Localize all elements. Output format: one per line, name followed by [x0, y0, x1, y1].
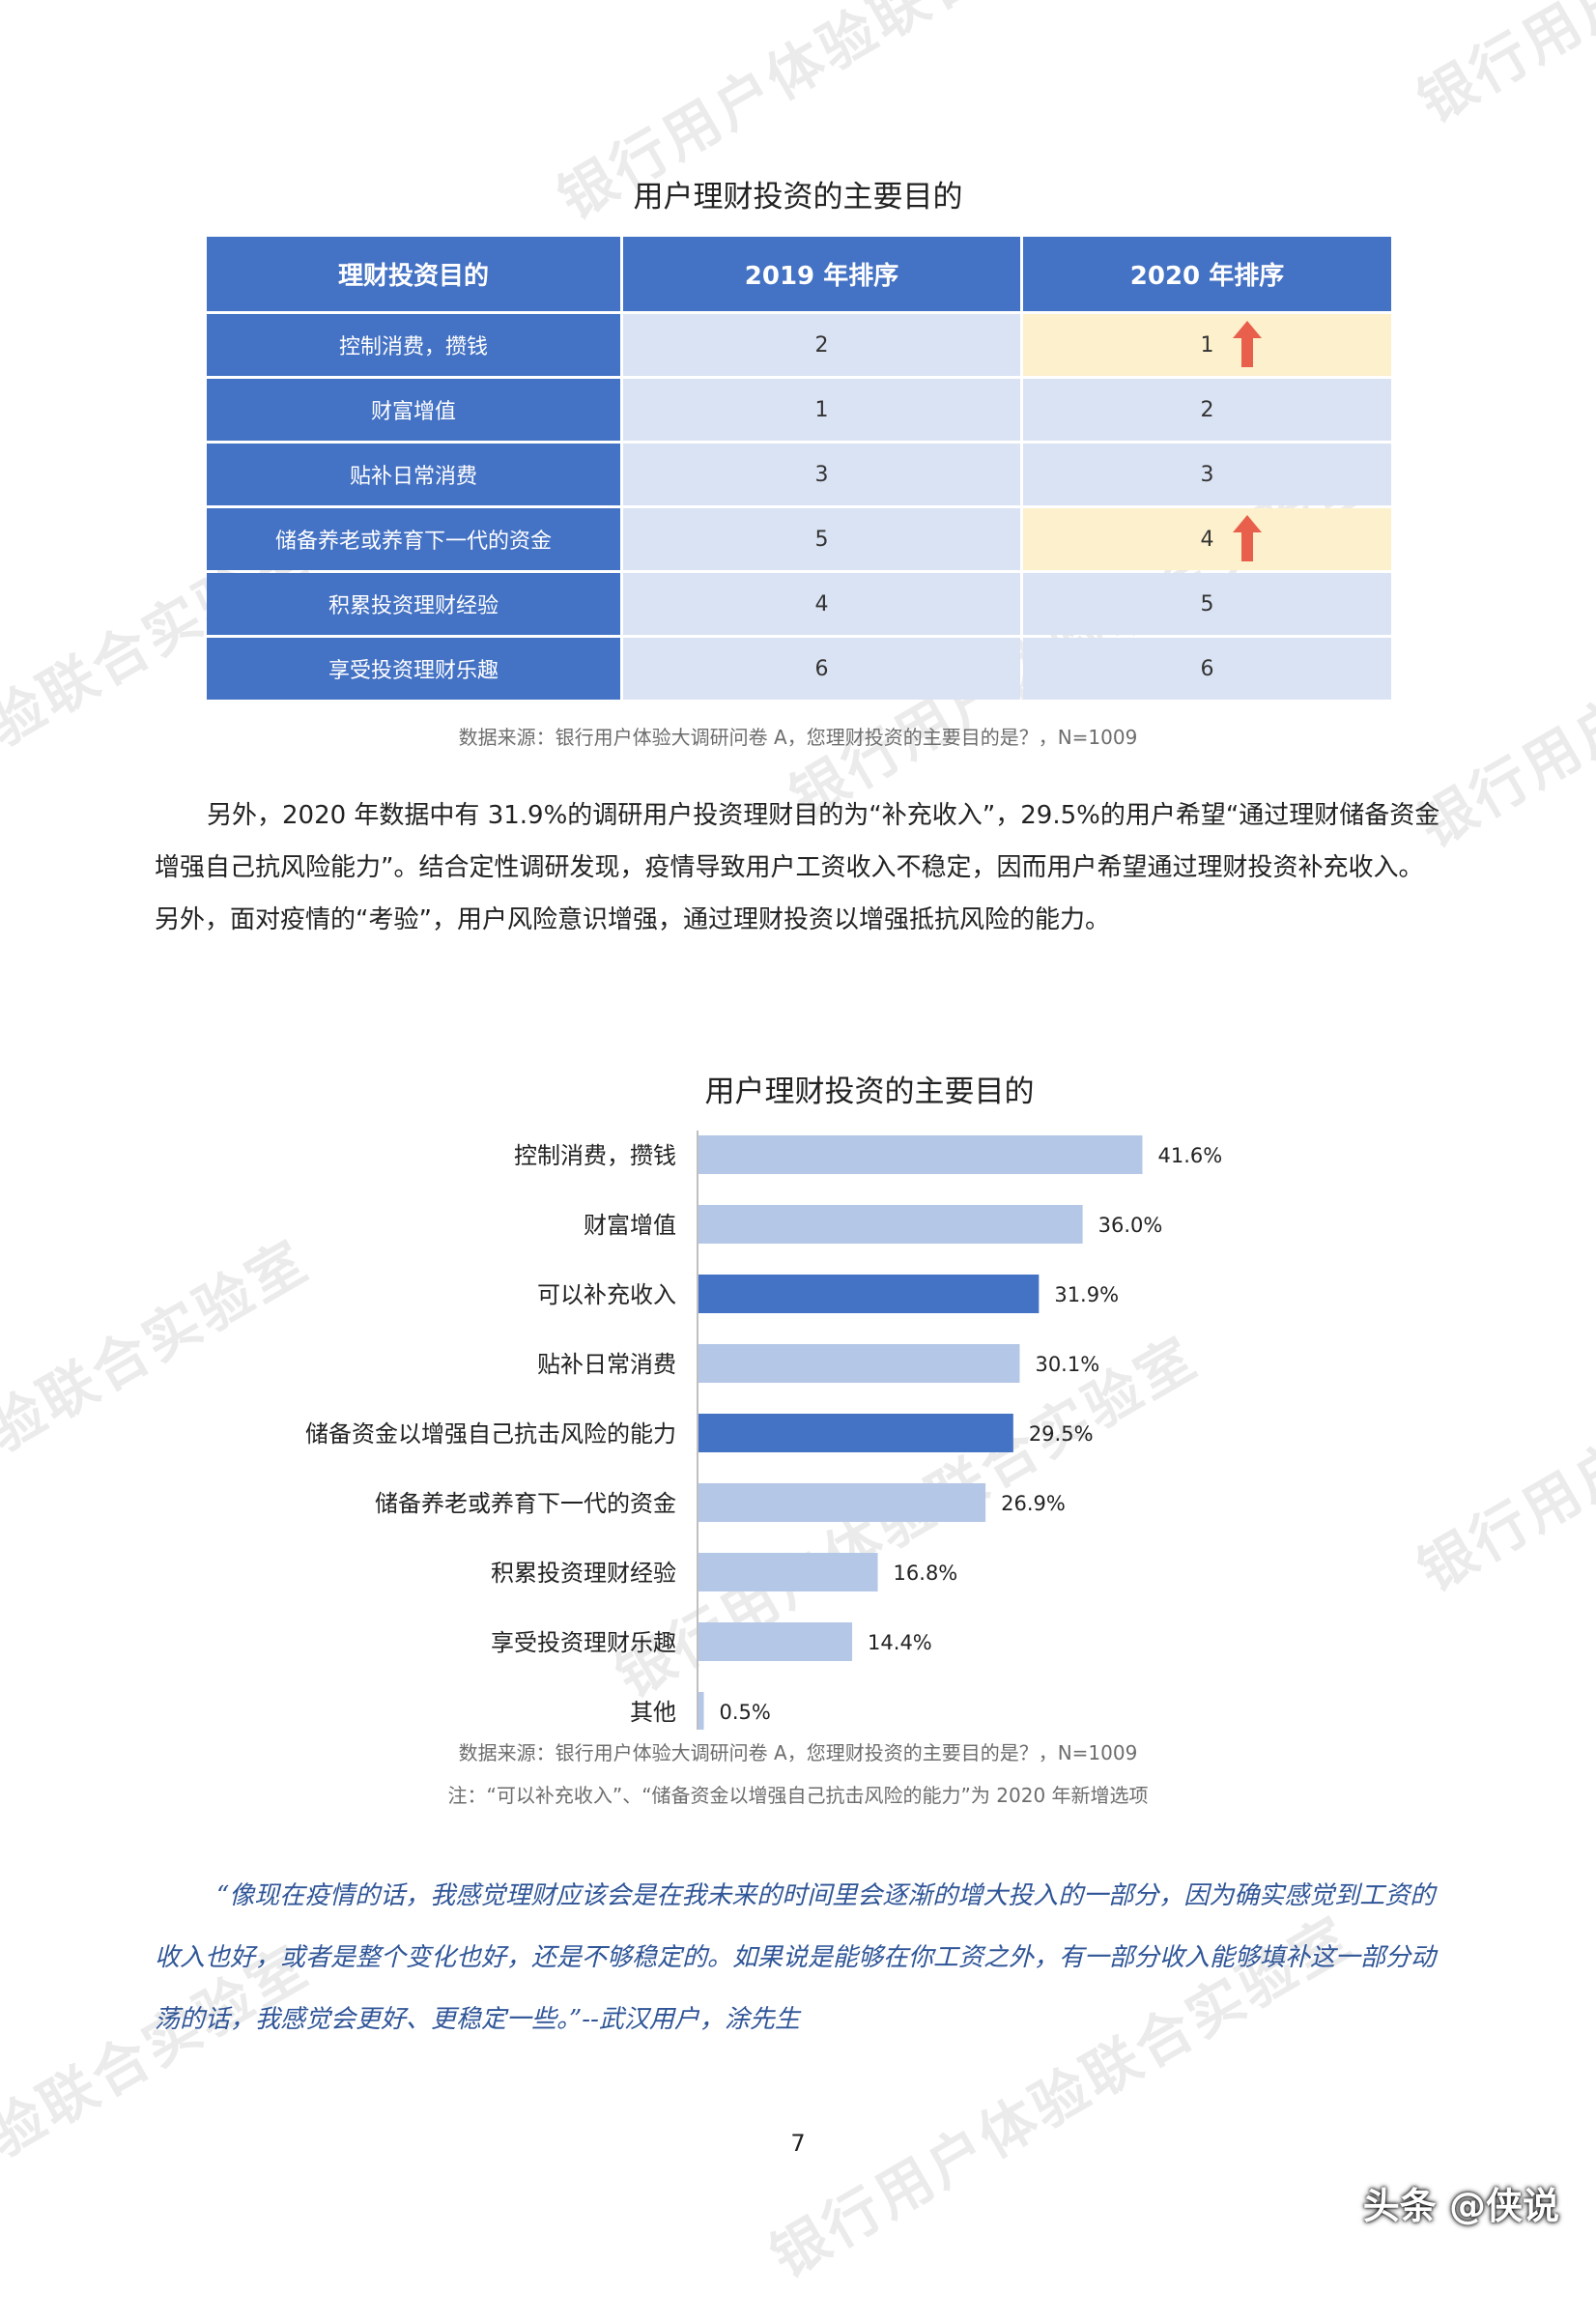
table-row: 积累投资理财经验 4 5 [207, 573, 1391, 635]
rank-2019-cell-text: 4 [814, 591, 829, 616]
purpose-cell: 储备养老或养育下一代的资金 [207, 508, 620, 570]
rank-2020-cell: 6 [1023, 638, 1391, 700]
purpose-cell-text: 享受投资理财乐趣 [328, 659, 499, 683]
value-label: 0.5% [720, 1701, 771, 1724]
rank-2019-cell: 4 [623, 573, 1020, 635]
header-2019: 2019 年排序 [623, 237, 1020, 311]
rank-2019-cell-text: 2 [814, 332, 829, 358]
rank-2020-cell: 4 [1023, 508, 1391, 570]
bar [698, 1414, 1013, 1452]
table-title: 用户理财投资的主要目的 [633, 180, 963, 215]
bar [698, 1553, 878, 1591]
purpose-cell-text: 储备养老或养育下一代的资金 [274, 530, 552, 554]
value-label: 29.5% [1029, 1422, 1094, 1446]
category-label: 储备养老或养育下一代的资金 [375, 1490, 676, 1517]
chart-title: 用户理财投资的主要目的 [705, 1075, 1035, 1109]
category-label: 享受投资理财乐趣 [491, 1629, 676, 1656]
rank-2019-cell-text: 5 [814, 527, 829, 552]
rank-2019-cell-text: 1 [814, 397, 829, 422]
rank-2020-cell: 5 [1023, 573, 1391, 635]
category-label: 财富增值 [584, 1212, 676, 1239]
rank-2020-cell-text: 2 [1200, 397, 1214, 422]
rank-2020-cell-text: 5 [1200, 591, 1214, 616]
purpose-cell-text: 积累投资理财经验 [328, 594, 499, 618]
chart-source: 数据来源：银行用户体验大调研问卷 A，您理财投资的主要目的是？，N=1009 [458, 1741, 1138, 1764]
user-quote: “像现在疫情的话，我感觉理财应该会是在我未来的时间里会逐渐的增大投入的一部分，因… [155, 1881, 1437, 2034]
bar [698, 1483, 986, 1522]
category-label: 其他 [630, 1699, 676, 1726]
table-row: 控制消费，攒钱 2 1 [207, 314, 1391, 376]
table-row: 贴补日常消费 3 3 [207, 444, 1391, 505]
rank-2019-cell-text: 6 [814, 656, 829, 681]
rank-2019-cell: 5 [623, 508, 1020, 570]
rank-2020-cell-text: 4 [1200, 527, 1214, 552]
table-row: 享受投资理财乐趣 6 6 [207, 638, 1391, 700]
value-label: 26.9% [1001, 1492, 1066, 1515]
bar [698, 1205, 1083, 1244]
purpose-cell-text: 贴补日常消费 [349, 465, 477, 489]
purpose-cell: 控制消费，攒钱 [207, 314, 620, 376]
purpose-cell: 积累投资理财经验 [207, 573, 620, 635]
value-label: 36.0% [1098, 1214, 1163, 1237]
purpose-cell-text: 控制消费，攒钱 [338, 335, 488, 359]
purpose-cell-text: 财富增值 [370, 400, 456, 424]
purpose-cell: 财富增值 [207, 379, 620, 441]
bar [698, 1692, 704, 1730]
bar [698, 1344, 1020, 1383]
up-arrow-icon [1233, 321, 1263, 367]
value-label: 41.6% [1157, 1144, 1222, 1167]
bar [698, 1275, 1040, 1313]
table-header-row: 理财投资目的 2019 年排序 2020 年排序 [207, 237, 1391, 311]
rank-2020-cell-text: 3 [1200, 462, 1214, 487]
table-row: 储备养老或养育下一代的资金 5 4 [207, 508, 1391, 570]
value-label: 14.4% [868, 1631, 932, 1654]
category-label: 积累投资理财经验 [491, 1560, 676, 1587]
rank-2020-cell: 1 [1023, 314, 1391, 376]
rank-2019-cell: 1 [623, 379, 1020, 441]
rank-2019-cell-text: 3 [814, 462, 829, 487]
chart-note: 注：“可以补充收入”、“储备资金以增强自己抗击风险的能力”为 2020 年新增选… [447, 1784, 1149, 1807]
rank-2020-cell-text: 6 [1200, 656, 1214, 681]
category-label: 可以补充收入 [537, 1281, 676, 1308]
table-source: 数据来源：银行用户体验大调研问卷 A，您理财投资的主要目的是？，N=1009 [458, 726, 1138, 749]
rank-2019-cell: 3 [623, 444, 1020, 505]
rank-2020-cell: 2 [1023, 379, 1391, 441]
rank-2020-cell-text: 1 [1200, 332, 1214, 358]
value-label: 31.9% [1054, 1283, 1119, 1306]
table-row: 财富增值 1 2 [207, 379, 1391, 441]
up-arrow-icon [1233, 515, 1263, 561]
watermark: 银行用户体验联合实验室 [1401, 0, 1596, 138]
value-label: 16.8% [894, 1562, 958, 1585]
body-paragraph: 另外，2020 年数据中有 31.9%的调研用户投资理财目的为“补充收入”，29… [155, 801, 1440, 934]
bar [698, 1135, 1143, 1174]
category-label: 储备资金以增强自己抗击风险的能力 [305, 1420, 676, 1448]
purpose-cell: 享受投资理财乐趣 [207, 638, 620, 700]
rank-2019-cell: 2 [623, 314, 1020, 376]
category-label: 控制消费，攒钱 [514, 1142, 676, 1169]
rank-table: 理财投资目的 2019 年排序 2020 年排序 控制消费，攒钱 2 1 财富增值 1 2… [207, 237, 1391, 702]
value-label: 30.1% [1035, 1353, 1099, 1376]
rank-2019-cell: 6 [623, 638, 1020, 700]
bar [698, 1622, 853, 1661]
category-label: 贴补日常消费 [537, 1351, 676, 1378]
brand-watermark: 头条 @侠说 [1362, 2185, 1559, 2227]
header-purpose: 理财投资目的 [207, 237, 620, 311]
header-2020: 2020 年排序 [1023, 237, 1391, 311]
page-number: 7 [790, 2130, 806, 2157]
purpose-cell: 贴补日常消费 [207, 444, 620, 505]
rank-2020-cell: 3 [1023, 444, 1391, 505]
